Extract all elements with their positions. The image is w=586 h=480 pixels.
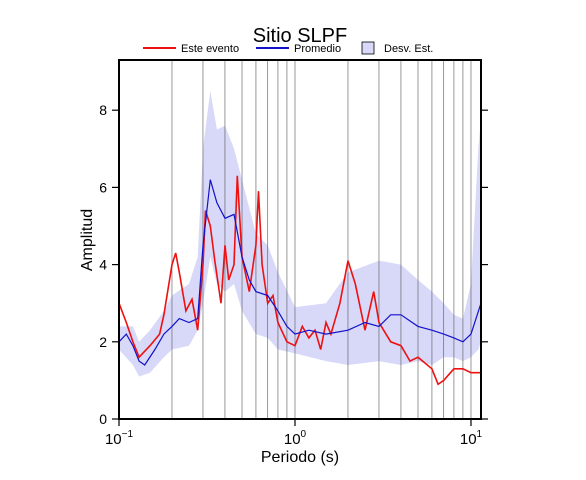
series-line (118, 179, 482, 366)
x-tick-label: 10−1 (105, 429, 134, 448)
x-tick-base: 10 (284, 431, 301, 448)
x-tick-base: 10 (105, 431, 122, 448)
y-tick-label: 0 (99, 411, 107, 427)
x-tick-label: 100 (284, 429, 307, 448)
y-tick-label: 6 (99, 179, 107, 195)
y-tick-label: 4 (99, 257, 107, 273)
legend-label: Este evento (181, 43, 239, 55)
x-tick-exponent: −1 (122, 429, 134, 440)
x-tick-exponent: 0 (301, 429, 307, 440)
legend-label: Desv. Est. (384, 43, 433, 55)
x-tick-base: 10 (460, 431, 477, 448)
x-tick-exponent: 1 (477, 429, 483, 440)
y-axis-label: Amplitud (79, 209, 96, 271)
chart-title: Sitio SLPF (253, 25, 347, 47)
x-axis-label: Periodo (s) (261, 449, 339, 466)
y-tick-label: 8 (99, 102, 107, 118)
legend-label: Promedio (294, 43, 341, 55)
legend-swatch (361, 41, 375, 55)
series-line (118, 175, 481, 386)
x-tick-label: 101 (460, 429, 483, 448)
y-tick-label: 2 (99, 334, 107, 350)
plot-frame (118, 59, 482, 420)
std-band (119, 90, 481, 377)
